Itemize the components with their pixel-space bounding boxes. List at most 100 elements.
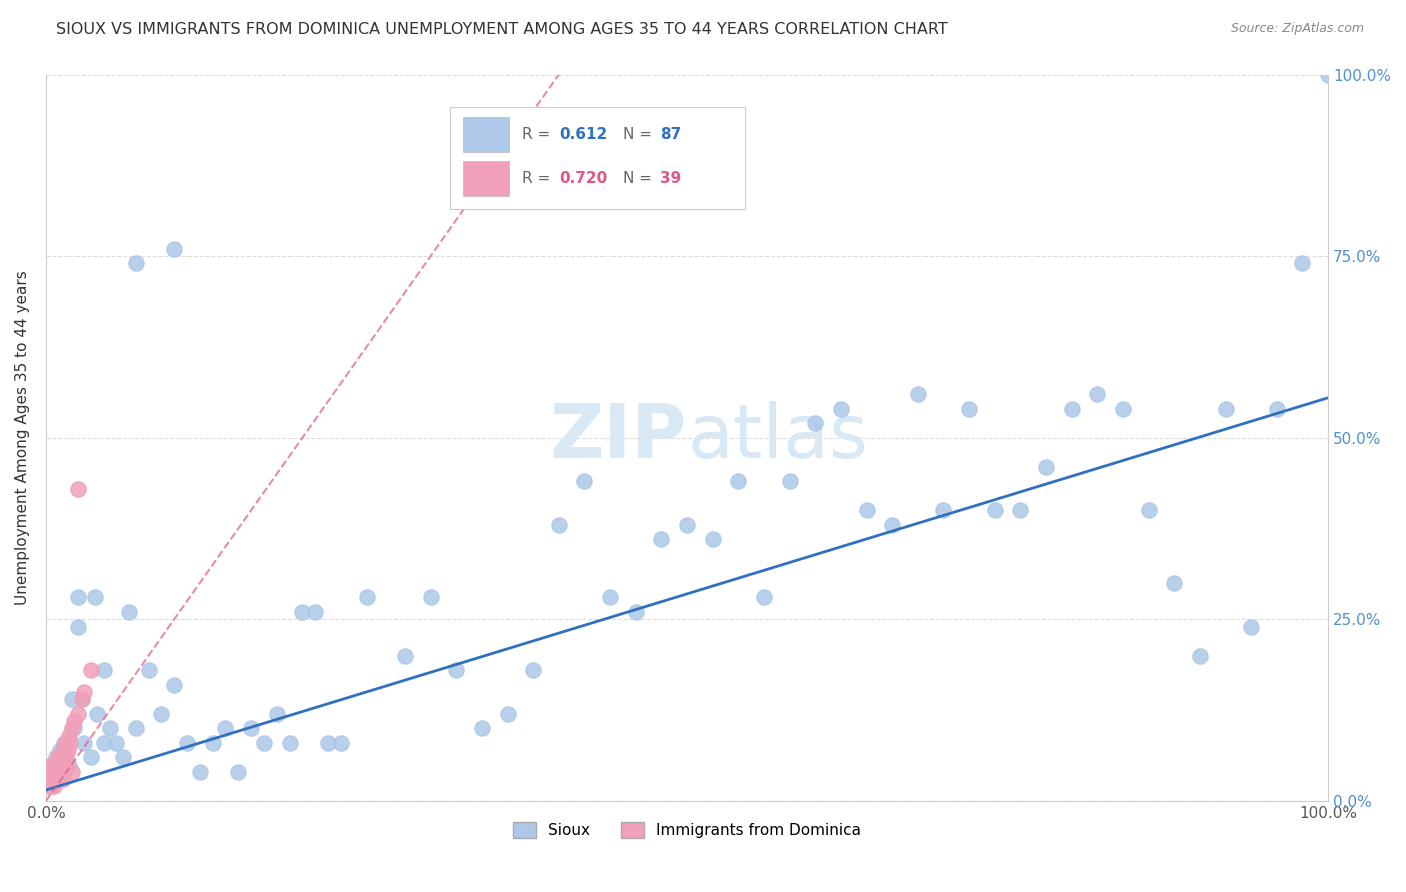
Point (471, 721, 494, 735)
Point (53, 743, 76, 757)
Point (599, 591, 621, 605)
Point (73, 736, 96, 750)
Point (1085, 387, 1108, 401)
Point (1010, 503, 1032, 517)
Point (66, 706, 89, 721)
Point (63, 714, 86, 728)
Point (907, 387, 929, 401)
Point (214, 721, 236, 735)
Point (80, 750, 103, 764)
Point (56, 743, 79, 757)
Point (1265, 401, 1288, 416)
Point (496, 706, 519, 721)
Point (70, 692, 93, 706)
Point (93, 663, 115, 677)
Point (52, 743, 75, 757)
Point (44, 764, 66, 779)
Point (1137, 503, 1160, 517)
Point (41, 772, 63, 786)
Point (52, 743, 75, 757)
Text: Source: ZipAtlas.com: Source: ZipAtlas.com (1230, 22, 1364, 36)
Point (676, 517, 699, 532)
Point (779, 475, 801, 489)
Point (304, 605, 326, 619)
Text: 0.720: 0.720 (558, 171, 607, 186)
Point (48, 750, 70, 764)
Point (60, 721, 83, 735)
Point (1035, 459, 1057, 474)
Point (49, 764, 72, 779)
Point (42, 764, 65, 779)
Point (574, 475, 596, 489)
Point (882, 517, 904, 532)
Point (266, 706, 288, 721)
Point (118, 605, 141, 619)
Bar (463, 161, 509, 196)
Point (48, 750, 70, 764)
Point (329, 736, 352, 750)
Point (42, 780, 65, 794)
Point (176, 736, 198, 750)
Point (830, 401, 852, 416)
Point (93, 736, 115, 750)
Point (163, 678, 186, 692)
Point (46, 757, 69, 772)
Point (52, 772, 75, 786)
Point (624, 605, 647, 619)
Text: 87: 87 (661, 128, 682, 143)
Point (111, 750, 134, 764)
Point (55, 736, 77, 750)
Point (702, 533, 724, 547)
Point (41, 757, 63, 772)
Point (83, 591, 105, 605)
Point (58, 729, 80, 743)
Point (1317, 68, 1340, 82)
Point (522, 663, 544, 677)
Point (80, 663, 103, 677)
Point (66, 619, 89, 633)
Point (125, 256, 148, 270)
Point (53, 736, 76, 750)
Point (48, 772, 70, 786)
Point (58, 757, 80, 772)
Point (253, 736, 276, 750)
Point (446, 663, 468, 677)
Point (86, 706, 108, 721)
Point (49, 743, 72, 757)
Point (727, 475, 749, 489)
Point (41, 772, 63, 786)
Point (163, 242, 186, 256)
Bar (463, 118, 509, 153)
Point (38, 764, 60, 779)
Point (46, 764, 69, 779)
Point (1240, 619, 1263, 633)
Point (39, 780, 62, 794)
Point (60, 692, 83, 706)
Point (60, 764, 83, 779)
Point (125, 721, 148, 735)
Point (52, 764, 75, 779)
Point (46, 750, 69, 764)
Point (42, 764, 65, 779)
Point (59, 736, 82, 750)
Text: N =: N = (623, 128, 657, 143)
Point (138, 663, 160, 677)
Point (63, 721, 86, 735)
Text: 0.612: 0.612 (558, 128, 607, 143)
Point (1188, 648, 1211, 663)
Point (38, 764, 60, 779)
Point (188, 764, 211, 779)
Point (1112, 401, 1135, 416)
Point (394, 648, 416, 663)
Point (45, 772, 67, 786)
Point (53, 757, 76, 772)
Point (316, 736, 339, 750)
Point (39, 772, 62, 786)
Point (105, 736, 128, 750)
Point (932, 503, 955, 517)
Text: ZIP: ZIP (550, 401, 688, 475)
Point (1060, 401, 1083, 416)
Point (73, 685, 96, 699)
Legend: Sioux, Immigrants from Dominica: Sioux, Immigrants from Dominica (508, 816, 868, 844)
Point (650, 533, 672, 547)
